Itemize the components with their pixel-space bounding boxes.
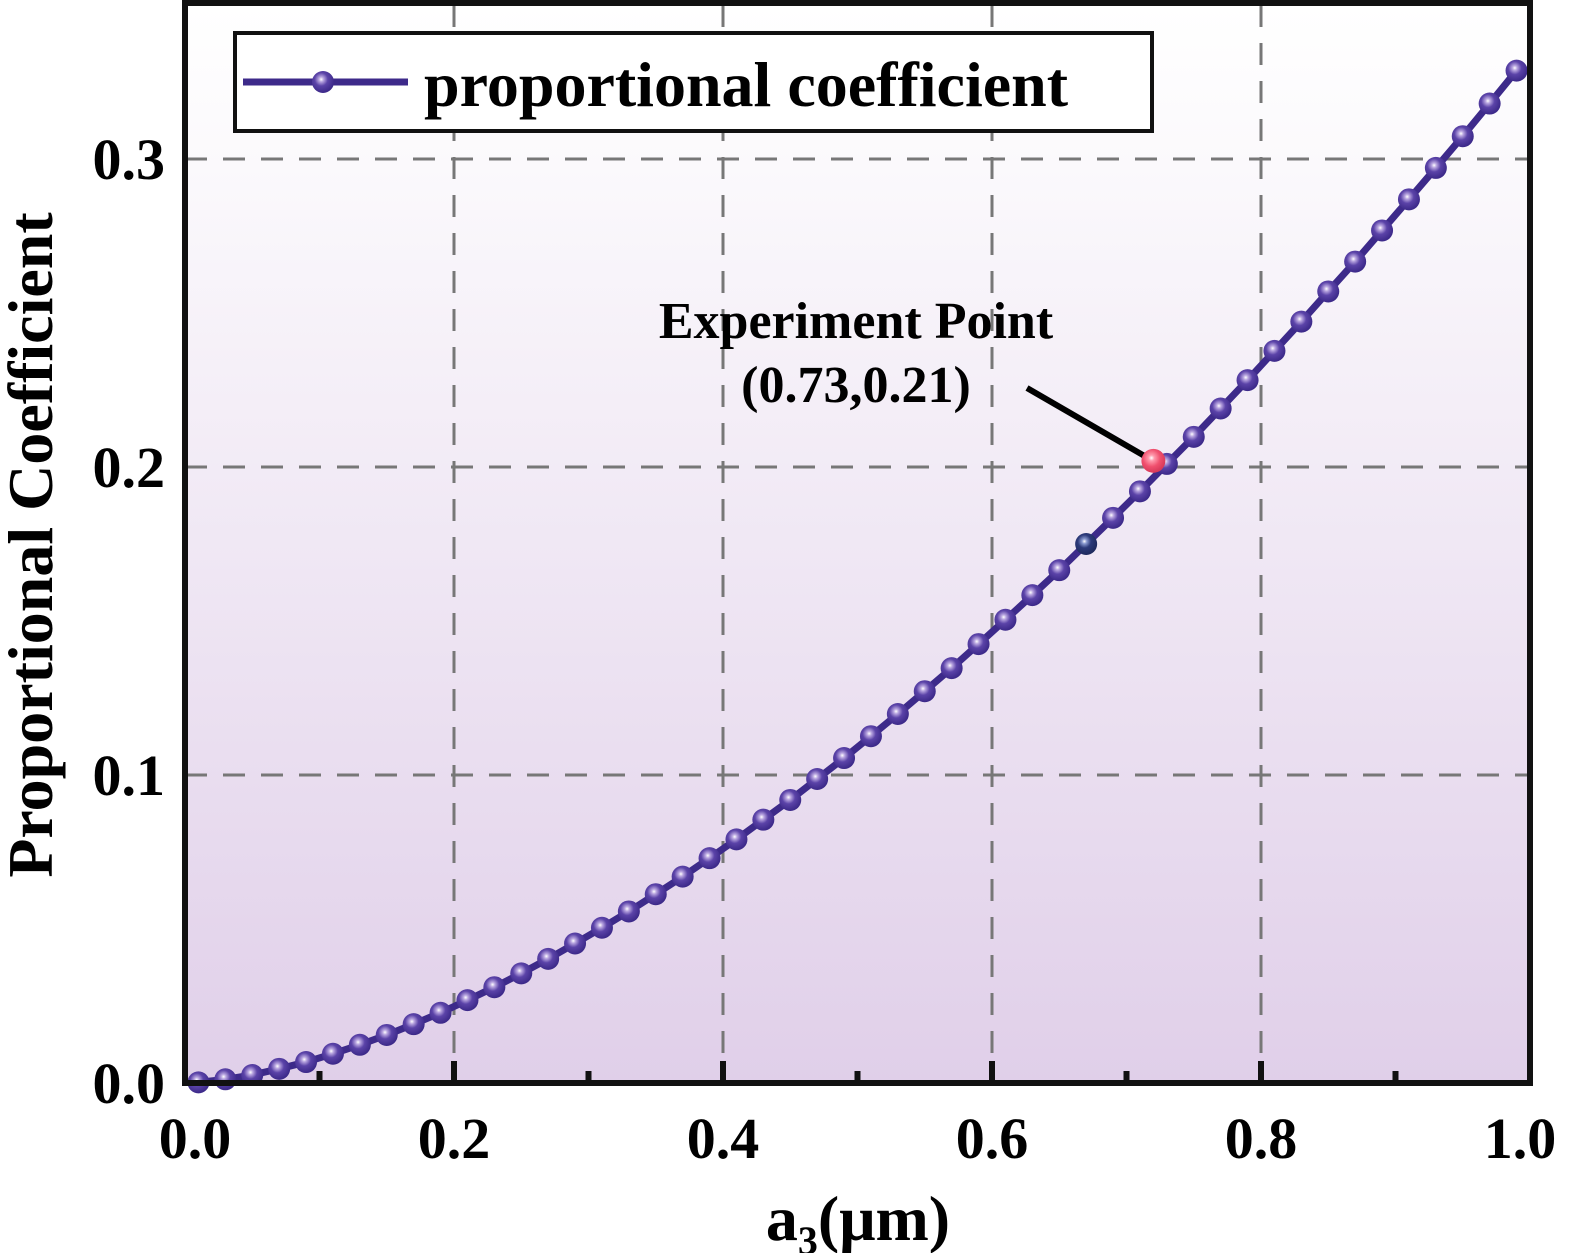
data-point-marker	[1263, 339, 1286, 362]
data-point-marker	[913, 680, 936, 703]
data-point-marker	[321, 1042, 344, 1065]
axis-ticks	[182, 1061, 1533, 1083]
x-tick-label: 0.6	[956, 1106, 1029, 1171]
data-point-marker	[1371, 219, 1394, 242]
legend-label: proportional coefficient	[424, 49, 1069, 120]
data-point-marker	[806, 768, 829, 791]
data-point-marker	[940, 657, 963, 680]
annotation-label-line2: (0.73,0.21)	[741, 357, 971, 414]
data-point-marker	[564, 932, 587, 955]
data-point-marker	[994, 608, 1017, 631]
data-point-marker	[671, 865, 694, 888]
x-axis-label-subscript: 3	[798, 1218, 818, 1253]
data-point-marker	[1478, 92, 1501, 115]
x-tick-label: 0.0	[159, 1106, 232, 1171]
x-tick-label: 0.2	[418, 1106, 491, 1171]
data-point-marker	[967, 633, 990, 656]
data-point-marker	[402, 1013, 425, 1036]
data-point-marker	[1397, 188, 1420, 211]
data-point-marker	[456, 989, 479, 1012]
y-tick-label: 0.2	[93, 435, 166, 500]
x-tick-label: 0.4	[687, 1106, 760, 1171]
y-axis-label: Proportional Coefficient	[0, 212, 66, 878]
data-point-marker	[295, 1051, 318, 1074]
data-point-marker	[268, 1057, 291, 1080]
data-point-marker	[590, 916, 613, 939]
data-point-marker	[1505, 59, 1528, 82]
data-point-marker	[1102, 506, 1125, 529]
data-point-marker	[833, 747, 856, 770]
data-point-marker	[617, 900, 640, 923]
annotation-leader-line	[1025, 385, 1150, 461]
experiment-point	[1141, 448, 1166, 473]
data-point-marker	[725, 828, 748, 851]
grid	[185, 5, 1530, 1083]
data-point-marker	[214, 1068, 237, 1091]
data-point-marker	[1451, 125, 1474, 148]
data-point-marker	[1424, 156, 1447, 179]
data-point-marker	[375, 1023, 398, 1046]
data-point-marker	[1290, 310, 1313, 333]
data-point-marker	[1344, 250, 1367, 273]
legend-marker	[312, 71, 334, 93]
data-point-marker	[886, 703, 909, 726]
series-proportional-coefficient	[187, 59, 1528, 1094]
data-point-marker	[1048, 559, 1071, 582]
data-point-marker	[779, 788, 802, 811]
data-point-marker	[698, 847, 721, 870]
data-point-marker	[1317, 280, 1340, 303]
data-point-marker	[1128, 480, 1151, 503]
y-tick-label: 0.1	[93, 743, 166, 808]
x-tick-label: 0.8	[1225, 1106, 1298, 1171]
data-point-marker	[483, 976, 506, 999]
x-axis-label-unit: (μm)	[818, 1183, 950, 1253]
y-tick-label: 0.3	[93, 127, 166, 192]
data-point-marker	[510, 962, 533, 985]
annotation-label-line1: Experiment Point	[659, 293, 1054, 350]
x-tick-label: 1.0	[1484, 1106, 1557, 1171]
plot-background	[185, 5, 1530, 1083]
data-point-marker	[859, 725, 882, 748]
data-point-marker	[1075, 533, 1098, 555]
data-point-marker	[1236, 369, 1259, 392]
data-point-marker	[348, 1033, 371, 1056]
data-point-marker	[752, 808, 775, 831]
data-point-marker	[1209, 397, 1232, 420]
experiment-point-marker	[1141, 448, 1166, 473]
data-point-marker	[429, 1001, 452, 1024]
x-axis-label-main: a	[766, 1183, 798, 1253]
data-point-marker	[1021, 584, 1044, 607]
legend: proportional coefficient	[233, 31, 1154, 133]
data-point-marker	[644, 883, 667, 906]
data-point-marker	[537, 947, 560, 970]
tick-labels: 0.0 0.2 0.4 0.6 0.8 1.0 0.0 0.1 0.2 0.3	[93, 127, 1557, 1171]
data-point-marker	[1182, 425, 1205, 448]
x-axis-label: a3(μm)	[766, 1183, 950, 1253]
y-tick-label: 0.0	[93, 1051, 166, 1116]
